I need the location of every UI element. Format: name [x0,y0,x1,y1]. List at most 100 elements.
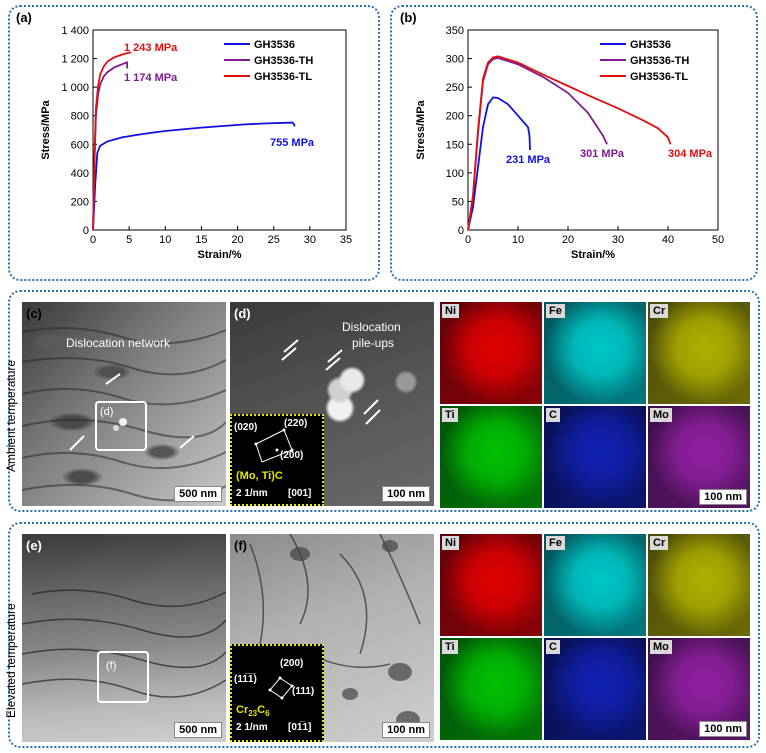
dislocation-texture-c [22,327,226,502]
x-tick-label: 50 [712,234,724,246]
y-axis-label: Stress/MPa [40,99,52,159]
eds-map-fe: Fe [544,302,646,404]
series-line-1 [467,57,608,231]
x-tick-label: 20 [231,234,243,246]
spot-220: (220) [284,418,308,429]
panel-b-label: (b) [400,10,417,25]
eds-element-label: Ti [442,640,458,654]
eds-element-label: Cr [650,536,669,550]
panel-e-label: (e) [26,538,42,553]
x-tick-label: 5 [126,234,132,246]
tem-image-e: (e) (f) 500 nm [22,534,226,742]
spot-1-1-1: (11̅1̅) [234,674,257,685]
end-value-label-0: 231 MPa [506,154,551,166]
x-tick-label: 10 [512,234,524,246]
legend-label-0: GH3536 [630,39,671,51]
panel-b-frame [390,5,758,281]
spot-111-f: (111) [292,686,315,697]
panel-a-label: (a) [16,10,32,25]
y-tick-label: 0 [458,225,464,237]
scale-bar-e: 500 nm [174,722,222,738]
diffraction-scale-d: 2 1/nm [236,488,268,499]
x-tick-label: 0 [465,234,471,246]
legend-label-0: GH3536 [254,39,295,51]
phase-sub-2: 6 [265,709,270,719]
end-value-label-1: 1 174 MPa [124,72,178,84]
y-tick-label: 200 [446,111,464,123]
eds-element-label: Fe [546,304,565,318]
y-tick-label: 150 [446,139,464,151]
eds-map-ti: Ti [440,638,542,740]
y-tick-label: 50 [452,196,464,208]
legend-label-2: GH3536-TL [630,71,688,83]
y-tick-label: 250 [446,82,464,94]
series-line-2 [92,51,132,231]
y-tick-label: 0 [83,225,89,237]
y-tick-label: 800 [71,111,89,123]
phase-base: Cr [236,704,249,716]
panel-a-frame [8,5,380,281]
end-value-label-1: 301 MPa [580,148,625,160]
tem-image-d: (d) Dislocation pile-ups 100 nm (020) (2… [230,302,434,506]
eds-map-mo: Mo 100 nm [648,406,750,508]
y-axis-label: Stress/MPa [415,99,427,159]
eds-element-label: C [546,640,560,654]
plot-frame [92,29,347,231]
dislocation-network-annotation: Dislocation network [66,336,171,350]
eds-element-label: Cr [650,304,669,318]
tem-image-c: (c) Dislocation network (d) 500 nm [22,302,226,506]
eds-scale-bar: 100 nm [699,721,747,737]
tem-image-f: (f) 100 nm (200) (11̅1̅) (111) Cr23C6 2 … [230,534,434,742]
scale-bar-f: 100 nm [382,722,430,738]
y-tick-label: 1 200 [61,54,89,66]
eds-element-label: Mo [650,408,672,422]
eds-map-mo: Mo 100 nm [648,638,750,740]
eds-map-c: C [544,406,646,508]
diffraction-pattern-d [254,428,294,463]
phase-label-d: (Mo, Ti)C [236,470,283,482]
legend-label-1: GH3536-TH [254,55,313,67]
x-tick-label: 10 [159,234,171,246]
x-tick-label: 0 [90,234,96,246]
eds-element-label: Ni [442,536,459,550]
zone-axis-d: [001] [288,488,312,499]
zone-axis-f: [01̅1] [288,722,312,733]
eds-map-cr: Cr [648,534,750,636]
eds-element-label: Ti [442,408,458,422]
end-value-label-2: 1 243 MPa [124,42,178,54]
ambient-frame [8,290,760,512]
side-label-ambient: Ambient temperature [4,359,18,472]
x-tick-label: 15 [195,234,207,246]
phase-label-f: Cr23C6 [236,704,270,718]
y-tick-label: 350 [446,25,464,37]
legend-label-1: GH3536-TH [630,55,689,67]
y-tick-label: 100 [446,168,464,180]
diffraction-pattern-f [268,676,294,700]
x-tick-label: 20 [562,234,574,246]
side-label-elevated: Elevated temperature [4,603,18,718]
dislocation-texture-f [249,534,421,729]
panel-f-label: (f) [234,538,247,553]
y-tick-label: 200 [71,196,89,208]
x-tick-label: 40 [662,234,674,246]
panel-d-label: (d) [234,306,251,321]
scale-bar-c: 500 nm [174,486,222,502]
end-value-label-0: 755 MPa [270,137,315,149]
x-tick-label: 30 [612,234,624,246]
eds-element-label: Mo [650,640,672,654]
eds-scale-bar: 100 nm [699,489,747,505]
eds-element-label: Fe [546,536,565,550]
end-value-label-2: 304 MPa [668,148,713,160]
x-axis-label: Strain/% [197,249,241,261]
y-tick-label: 1 000 [61,82,89,94]
diffraction-scale-f: 2 1/nm [236,722,268,733]
spot-200-f: (200) [280,658,304,669]
spot-200: (200) [280,450,304,461]
y-tick-label: 400 [71,168,89,180]
series-line-0 [92,121,296,231]
y-tick-label: 1 400 [61,25,89,37]
inset-d-label: (d) [100,406,114,418]
pileup-annotation-1: Dislocation [342,320,401,334]
eds-map-ni: Ni [440,534,542,636]
eds-map-ti: Ti [440,406,542,508]
